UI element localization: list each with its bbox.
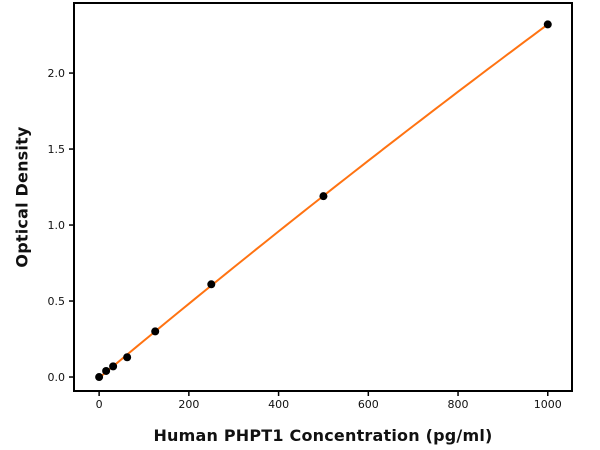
y-tick-label: 1.0 xyxy=(48,219,66,232)
x-tick-label: 200 xyxy=(178,398,199,411)
data-point xyxy=(102,366,111,375)
data-point xyxy=(123,353,132,362)
y-axis-title: Optical Density xyxy=(12,126,32,268)
data-point xyxy=(109,362,118,371)
x-tick-label: 800 xyxy=(448,398,469,411)
y-tick-label: 0.0 xyxy=(48,371,66,384)
x-tick-label: 400 xyxy=(268,398,289,411)
y-tick-label: 2.0 xyxy=(48,67,66,80)
plot-border xyxy=(73,2,573,392)
x-axis-title: Human PHPT1 Concentration (pg/ml) xyxy=(153,426,493,445)
data-point xyxy=(319,192,328,201)
x-tick-label: 0 xyxy=(96,398,103,411)
data-point xyxy=(95,373,104,382)
x-tick-label: 1000 xyxy=(534,398,562,411)
x-tick-label: 600 xyxy=(358,398,379,411)
y-tick-label: 0.5 xyxy=(48,295,66,308)
data-point xyxy=(543,20,552,29)
data-point xyxy=(207,280,216,289)
data-point xyxy=(151,327,160,336)
y-tick-label: 1.5 xyxy=(48,143,66,156)
